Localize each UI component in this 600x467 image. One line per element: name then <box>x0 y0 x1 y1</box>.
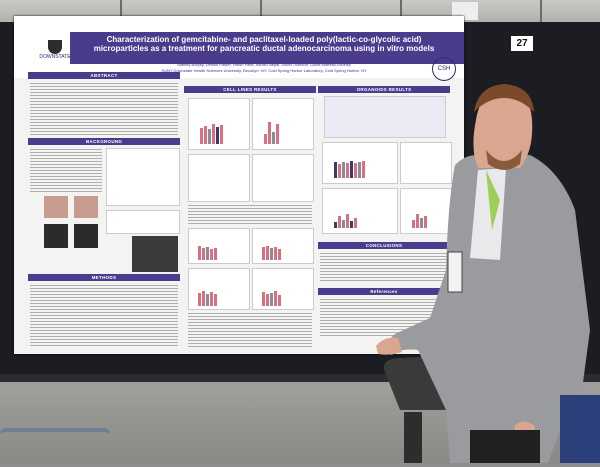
microparticle-image <box>132 236 178 272</box>
poster-title: Characterization of gemcitabine- and pac… <box>93 35 435 53</box>
chart-bars <box>334 212 357 228</box>
poster-authors: Stanley Borysy, Dennis Pieper, Harsh Pat… <box>177 62 351 67</box>
background-text <box>30 148 102 192</box>
title-band <box>70 32 464 64</box>
bar-chart-panel <box>188 268 250 310</box>
cell-lines-results-header: CELL LINES RESULTS <box>184 86 316 93</box>
chart-bars <box>412 212 427 228</box>
workflow-diagram <box>106 210 180 234</box>
poster-board-edge <box>0 374 600 382</box>
chart-bars <box>262 290 281 306</box>
chart-bars <box>200 120 223 144</box>
microscopy-image <box>74 224 98 248</box>
chart-bars <box>198 290 217 306</box>
presenter-beard <box>486 150 522 170</box>
bar-chart-panel <box>188 98 250 150</box>
abstract-header: ABSTRACT <box>28 72 180 79</box>
abstract-text <box>30 82 178 136</box>
downstate-logo-text: DOWNSTATE <box>39 54 71 60</box>
background-diagram <box>106 148 180 206</box>
background-header: BACKGROUND <box>28 138 180 145</box>
presenter-face <box>473 90 533 168</box>
presenter-suit-jacket <box>378 155 590 463</box>
csh-logo: CSH <box>432 57 456 81</box>
conclusions-header: CONCLUSIONS <box>318 242 450 249</box>
bar-chart-panel <box>252 154 314 202</box>
tissue-image <box>74 196 98 218</box>
name-badge <box>447 251 463 293</box>
methods-header: METHODS <box>28 274 180 281</box>
bar-chart-panel <box>252 268 314 310</box>
hanging-sign <box>452 2 478 20</box>
chart-bars <box>264 120 279 144</box>
microscopy-image <box>44 224 68 248</box>
presenter-hair <box>474 84 534 112</box>
research-poster: DOWNSTATE Characterization of gemcitabin… <box>14 16 464 354</box>
results-text <box>188 312 312 348</box>
bar-chart-panel <box>252 98 314 150</box>
poster-affiliations: SUNY Downstate Health Sciences Universit… <box>161 68 367 73</box>
chart-bars <box>198 244 217 260</box>
bar-chart-panel <box>188 154 250 202</box>
presenter-trousers <box>470 430 540 463</box>
presenter-shirt <box>470 168 506 260</box>
conclusions-text <box>320 252 448 282</box>
chart-bars <box>334 160 365 178</box>
references-header: References <box>318 288 450 295</box>
bar-chart-panel <box>252 228 314 264</box>
organoids-results-header: ORGANOIDS RESULTS <box>318 86 450 93</box>
foreground-chair <box>560 395 600 463</box>
shield-icon <box>48 40 62 54</box>
chair-leg <box>404 412 422 463</box>
booth-number: 27 <box>511 36 533 51</box>
foreground-chair <box>0 428 110 467</box>
methods-text <box>30 284 178 348</box>
lanyard <box>486 170 500 230</box>
downstate-logo: DOWNSTATE <box>28 40 82 68</box>
chart-bars <box>262 244 281 260</box>
ceiling-truss <box>540 0 542 40</box>
presenter-hand <box>376 337 402 355</box>
results-text <box>188 204 312 224</box>
organoids-table <box>324 96 446 138</box>
bar-chart-panel <box>400 142 452 184</box>
tissue-image <box>44 196 68 218</box>
